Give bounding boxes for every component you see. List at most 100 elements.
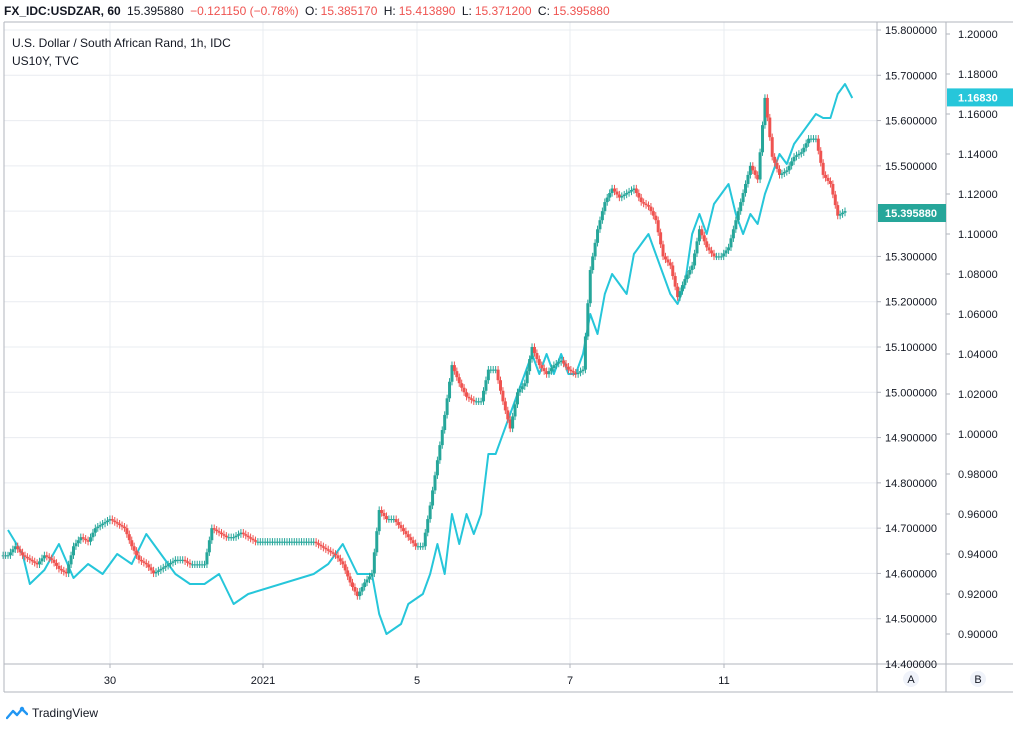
chart-frame (3, 21, 1013, 693)
candle-body (656, 220, 660, 233)
candle-body (1, 555, 5, 557)
candle-body (8, 552, 12, 556)
candle-body (639, 197, 643, 203)
candle-body (224, 535, 228, 538)
candle-body (105, 520, 109, 523)
compare-tag-bg (947, 88, 1013, 107)
tick-label-b: 1.20000 (958, 29, 998, 41)
candle-body (799, 152, 803, 154)
candle-body (234, 535, 238, 538)
tick-label-x: 2021 (251, 675, 275, 687)
candle-body (761, 125, 765, 153)
candle-body (244, 534, 248, 536)
axis-b-button[interactable] (970, 671, 986, 687)
candle-body (338, 558, 342, 562)
candle-body (142, 561, 146, 563)
candle-body (93, 528, 97, 533)
candle-body (588, 270, 592, 304)
candle-body (33, 561, 37, 563)
candle-body (304, 541, 308, 543)
candle-body (768, 117, 772, 138)
candle-body (702, 235, 706, 242)
candle-body (448, 381, 452, 399)
candle-body (35, 562, 39, 565)
candle-body (331, 552, 335, 554)
candle-body (508, 419, 512, 429)
legend-compare: US10Y, TVC (12, 54, 79, 68)
price-change: −0.121150 (−0.78%) (190, 4, 299, 18)
candle-body (777, 168, 781, 175)
candle-body (285, 541, 289, 543)
candle-body (120, 525, 124, 527)
candle-body (283, 541, 287, 543)
candle-body (794, 155, 798, 157)
candle-body (72, 546, 76, 556)
candle-body (472, 399, 476, 402)
candle-body (28, 558, 32, 560)
candle-body (341, 561, 345, 565)
candle-body (84, 538, 88, 541)
candle-body (663, 256, 667, 260)
candle-body (334, 553, 338, 556)
candle-body (731, 229, 735, 239)
price-axis-a[interactable]: 15.80000015.70000015.60000015.50000015.4… (877, 25, 937, 671)
candle-body (693, 253, 697, 266)
candle-body (203, 564, 207, 566)
axis-a-button-label: A (907, 674, 915, 686)
candle-body (256, 541, 260, 543)
candle-body (445, 398, 449, 415)
candle-body (435, 460, 439, 476)
candle-body (523, 383, 527, 387)
candle-body (489, 369, 493, 371)
candle-body (292, 541, 296, 543)
candle-body (300, 541, 304, 543)
candle-body (30, 559, 34, 562)
candle-body (537, 359, 541, 366)
candle-body (273, 541, 277, 543)
legend-main: U.S. Dollar / South African Rand, 1h, ID… (12, 36, 231, 50)
candle-body (156, 570, 160, 572)
candle-body (166, 564, 170, 566)
candle-body (91, 532, 95, 538)
candle-body (229, 537, 233, 539)
candle-body (132, 546, 136, 551)
candle-body (816, 138, 820, 151)
candle-body (452, 365, 456, 372)
candle-body (25, 556, 29, 559)
candle-body (831, 183, 835, 195)
candle-body (770, 137, 774, 157)
candle-body (365, 579, 369, 583)
candle-body (814, 138, 818, 140)
candle-body (719, 256, 723, 258)
candle-body (756, 174, 760, 180)
candle-body (336, 555, 340, 559)
candle-body (642, 202, 646, 204)
tick-label-a: 15.600000 (885, 116, 937, 128)
candle-body (67, 564, 71, 574)
candle-body (113, 520, 117, 523)
candle-body (74, 543, 78, 547)
candle-body (576, 372, 580, 375)
candle-body (6, 555, 10, 557)
tick-label-b: 1.04000 (958, 349, 998, 361)
candle-body (707, 247, 711, 251)
tradingview-logo[interactable]: TradingView (6, 702, 98, 724)
candle-body (608, 193, 612, 198)
time-axis[interactable]: 30 2021 5 7 11 A B (104, 664, 986, 687)
candle-body (474, 401, 478, 403)
price-axis-b[interactable]: 1.20000 1.18000 1.16000 1.14000 1.12000 1.100… (946, 29, 998, 641)
tick-label-a: 15.300000 (885, 251, 937, 263)
candle-body (824, 174, 828, 178)
candle-body (678, 291, 682, 298)
axis-a-button[interactable] (903, 671, 919, 687)
candle-body (661, 244, 665, 257)
candle-body (528, 359, 532, 372)
candle-body (828, 180, 832, 184)
candle-body (513, 404, 517, 417)
tick-label-x: 30 (104, 675, 116, 687)
candle-body (164, 565, 168, 568)
candle-body (748, 165, 752, 175)
candle-body (81, 537, 85, 539)
candle-body (460, 383, 464, 388)
